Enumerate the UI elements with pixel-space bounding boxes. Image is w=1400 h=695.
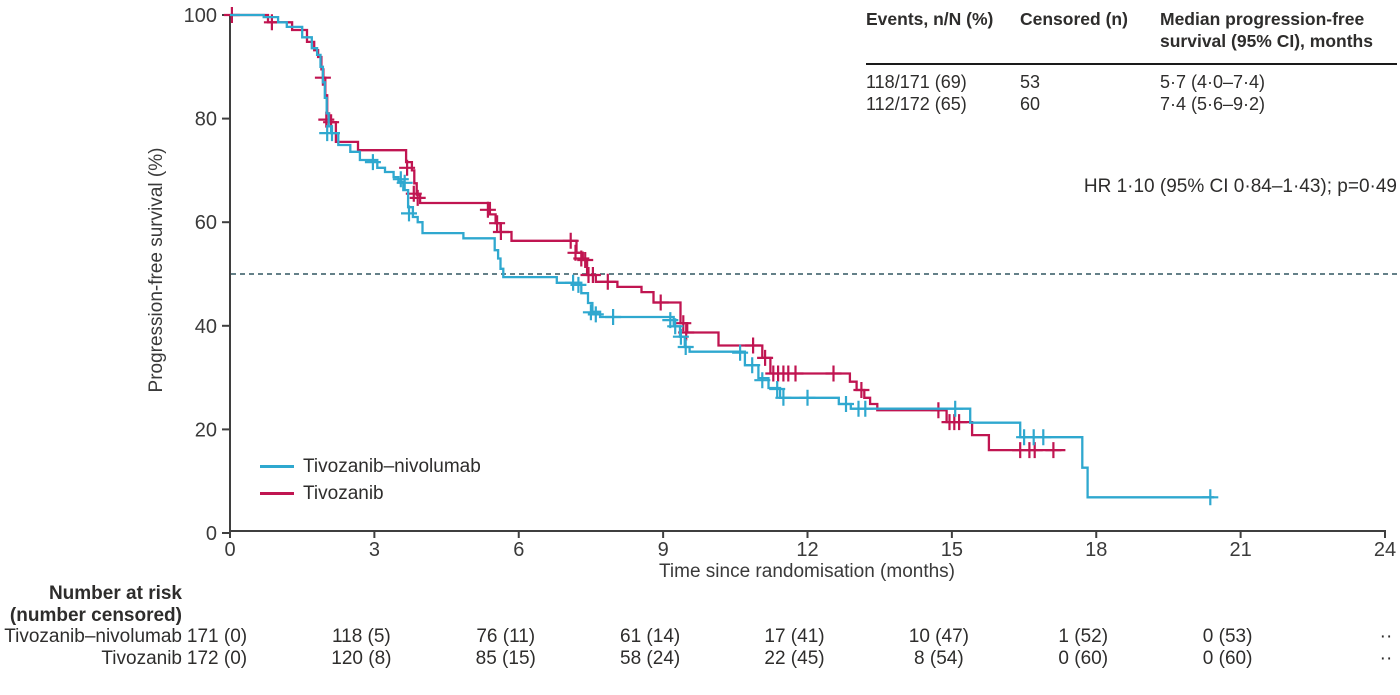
x-tick-label: 9 xyxy=(658,539,669,561)
risk-table-header-line2: (number censored) xyxy=(9,605,182,626)
stats-table-body: 118/171 (69) 53 5·7 (4·0–7·4) 112/172 (65) 6… xyxy=(866,71,1397,115)
x-tick-label: 21 xyxy=(1230,539,1252,561)
risk-value-overflow: ·· xyxy=(1379,648,1393,669)
risk-value: 171 (0) xyxy=(186,626,248,647)
curve-tivozanib-nivolumab xyxy=(230,13,1215,499)
hazard-ratio-annotation: HR 1·10 (95% CI 0·84–1·43); p=0·49 xyxy=(1083,176,1397,197)
risk-value: 76 (11) xyxy=(476,626,536,647)
risk-value: 10 (47) xyxy=(908,626,969,647)
risk-value: 0 (60) xyxy=(1202,648,1253,669)
risk-row-label: Tivozanib–nivolumab xyxy=(4,626,182,647)
stats-header-events: Events, n/N (%) xyxy=(866,9,994,29)
stats-table-row: 118/171 (69) 53 5·7 (4·0–7·4) xyxy=(866,71,1397,93)
y-tick-label: 0 xyxy=(206,523,217,545)
risk-value: 8 (54) xyxy=(914,648,964,669)
risk-row-label: Tivozanib xyxy=(101,648,182,669)
x-tick-label: 24 xyxy=(1374,539,1396,561)
stats-value: 118/171 (69) xyxy=(866,72,967,92)
risk-value: 1 (52) xyxy=(1058,626,1109,647)
risk-value: 22 (45) xyxy=(764,648,825,669)
stats-table-row: 112/172 (65) 60 7·4 (5·6–9·2) xyxy=(866,93,1397,115)
y-tick-label: 40 xyxy=(195,316,217,338)
legend-label: Tivozanib xyxy=(303,482,384,504)
stats-value: 60 xyxy=(1020,94,1041,114)
x-tick-label: 18 xyxy=(1085,539,1107,561)
risk-value: 85 (15) xyxy=(475,648,536,669)
y-tick-label: 100 xyxy=(184,5,217,27)
risk-value: 17 (41) xyxy=(764,626,825,647)
risk-value: 172 (0) xyxy=(186,648,248,669)
x-tick-label: 6 xyxy=(513,539,524,561)
stats-value: 53 xyxy=(1020,72,1041,92)
legend-label: Tivozanib–nivolumab xyxy=(303,455,481,477)
x-axis-title: Time since randomisation (months) xyxy=(658,561,956,582)
risk-table-header-line1: Number at risk xyxy=(48,583,182,604)
censor-marks-tivozanib-nivolumab xyxy=(319,125,1219,506)
stats-table: Events, n/N (%) Censored (n) Median prog… xyxy=(866,8,1397,115)
stats-value: 5·7 (4·0–7·4) xyxy=(1160,72,1266,92)
y-tick-label: 80 xyxy=(195,109,217,131)
stats-header-censored: Censored (n) xyxy=(1020,9,1128,29)
stats-table-header: Events, n/N (%) Censored (n) Median prog… xyxy=(866,8,1397,52)
y-axis-title: Progression-free survival (%) xyxy=(146,147,167,393)
legend-item-tivozanib: Tivozanib xyxy=(260,480,481,507)
stats-table-rule xyxy=(866,63,1397,65)
legend-swatch-blue xyxy=(260,465,294,468)
risk-value: 0 (60) xyxy=(1058,648,1109,669)
x-tick-label: 3 xyxy=(369,539,380,561)
legend: Tivozanib–nivolumab Tivozanib xyxy=(260,453,481,507)
risk-value: 58 (24) xyxy=(620,648,681,669)
x-tick-label: 12 xyxy=(796,539,818,561)
risk-value: 120 (8) xyxy=(331,648,392,669)
x-tick-label: 15 xyxy=(941,539,963,561)
stats-value: 7·4 (5·6–9·2) xyxy=(1160,94,1266,114)
risk-value: 61 (14) xyxy=(620,626,681,647)
risk-value: 0 (53) xyxy=(1202,626,1253,647)
legend-item-tivozanib-nivolumab: Tivozanib–nivolumab xyxy=(260,453,481,480)
x-tick-label: 0 xyxy=(224,539,235,561)
legend-swatch-red xyxy=(260,492,294,495)
y-tick-label: 60 xyxy=(195,212,217,234)
stats-value: 112/172 (65) xyxy=(866,94,967,114)
risk-value-overflow: ·· xyxy=(1379,626,1393,647)
stats-header-median: Median progression-free survival (95% CI… xyxy=(1160,9,1373,51)
y-tick-label: 20 xyxy=(195,419,217,441)
risk-value: 118 (5) xyxy=(331,626,391,647)
